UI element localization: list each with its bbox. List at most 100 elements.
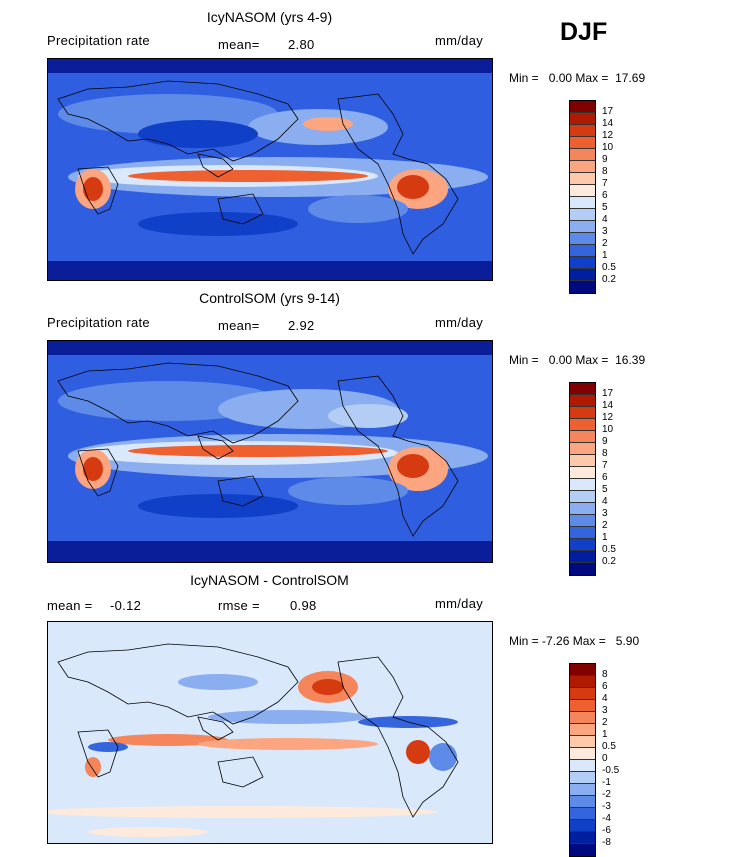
panel3-title: IcyNASOM - ControlSOM [190,572,349,588]
colorbar-tick-label: 17 [602,106,614,117]
colorbar-swatch [570,772,595,784]
colorbar-swatch [570,844,595,856]
colorbar-tick-label: 7 [602,460,608,471]
panel3-colorbar [569,663,596,857]
colorbar-tick-label: 4 [602,693,608,704]
panel1-min-value: 0.00 [548,71,573,85]
colorbar-tick-label: 14 [602,400,614,411]
colorbar-swatch [570,724,595,736]
colorbar-tick-label: 6 [602,681,608,692]
panel2-variable: Precipitation rate [47,315,150,330]
panel1-max-value: 17.69 [615,71,646,85]
panel3-max-value: 5.90 [615,634,640,648]
colorbar-tick-label: 2 [602,717,608,728]
colorbar-swatch [570,784,595,796]
colorbar-tick-label: 8 [602,448,608,459]
colorbar-tick-label: 0.5 [602,262,616,273]
colorbar-tick-label: 0.5 [602,741,616,752]
colorbar-swatch [570,503,595,515]
panel3-minmax: Min = -7.26 Max = 5.90 [509,634,639,648]
colorbar-tick-label: 6 [602,190,608,201]
panel1-variable: Precipitation rate [47,33,150,48]
panel2-max-label: Max = [575,353,609,367]
colorbar-tick-label: 12 [602,130,614,141]
colorbar-swatch [570,257,595,269]
colorbar-swatch [570,149,595,161]
colorbar-swatch [570,407,595,419]
colorbar-swatch [570,664,595,676]
panel3-map [47,621,493,844]
colorbar-swatch [570,197,595,209]
panel2-mean-label: mean= [218,318,260,333]
panel2-title: ControlSOM (yrs 9-14) [199,290,340,306]
panel2-minmax: Min = 0.00 Max = 16.39 [509,353,645,367]
colorbar-swatch [570,748,595,760]
colorbar-tick-label: 10 [602,142,614,153]
colorbar-swatch [570,688,595,700]
colorbar-swatch [570,419,595,431]
panel1-mean-value: 2.80 [288,37,315,52]
colorbar-tick-label: 3 [602,508,608,519]
panel3-min-label: Min = [509,634,539,648]
colorbar-swatch [570,233,595,245]
colorbar-swatch [570,113,595,125]
colorbar-swatch [570,173,595,185]
colorbar-swatch [570,736,595,748]
panel3-mean-value: -0.12 [110,598,142,613]
panel1-max-label: Max = [575,71,609,85]
panel2-min-value: 0.00 [548,353,573,367]
colorbar-swatch [570,796,595,808]
colorbar-swatch [570,185,595,197]
colorbar-tick-label: 3 [602,226,608,237]
panel1-minmax: Min = 0.00 Max = 17.69 [509,71,645,85]
colorbar-swatch [570,467,595,479]
colorbar-swatch [570,431,595,443]
colorbar-tick-label: 0.5 [602,544,616,555]
colorbar-tick-label: 17 [602,388,614,399]
colorbar-tick-label: 9 [602,436,608,447]
colorbar-tick-label: 4 [602,214,608,225]
season-label: DJF [560,18,608,46]
colorbar-swatch [570,551,595,563]
colorbar-tick-label: 5 [602,484,608,495]
colorbar-swatch [570,281,595,293]
colorbar-tick-label: -4 [602,813,611,824]
colorbar-tick-label: 14 [602,118,614,129]
panel3-min-value: -7.26 [542,634,570,648]
panel3-rmse-label: rmse = [218,598,260,613]
colorbar-tick-label: 2 [602,520,608,531]
colorbar-tick-label: 0.2 [602,556,616,567]
colorbar-tick-label: 3 [602,705,608,716]
colorbar-swatch [570,161,595,173]
panel1-mean-label: mean= [218,37,260,52]
colorbar-tick-label: 4 [602,496,608,507]
colorbar-swatch [570,221,595,233]
colorbar-tick-label: 9 [602,154,608,165]
colorbar-tick-label: 2 [602,238,608,249]
panel1-map [47,58,493,281]
colorbar-swatch [570,808,595,820]
colorbar-swatch [570,491,595,503]
colorbar-tick-label: 6 [602,472,608,483]
colorbar-swatch [570,700,595,712]
colorbar-tick-label: -3 [602,801,611,812]
colorbar-swatch [570,527,595,539]
panel1-colorbar [569,100,596,294]
panel1-title: IcyNASOM (yrs 4-9) [206,9,333,25]
panel2-map [47,340,493,563]
colorbar-tick-label: 1 [602,729,608,740]
colorbar-tick-label: 10 [602,424,614,435]
colorbar-swatch [570,832,595,844]
panel2-mean-value: 2.92 [288,318,315,333]
colorbar-swatch [570,479,595,491]
panel3-max-label: Max = [572,634,606,648]
colorbar-swatch [570,395,595,407]
panel2-max-value: 16.39 [615,353,646,367]
colorbar-swatch [570,676,595,688]
panel3-rmse-value: 0.98 [290,598,317,613]
colorbar-swatch [570,539,595,551]
colorbar-swatch [570,820,595,832]
colorbar-tick-label: 1 [602,250,608,261]
colorbar-tick-label: 1 [602,532,608,543]
colorbar-swatch [570,383,595,395]
